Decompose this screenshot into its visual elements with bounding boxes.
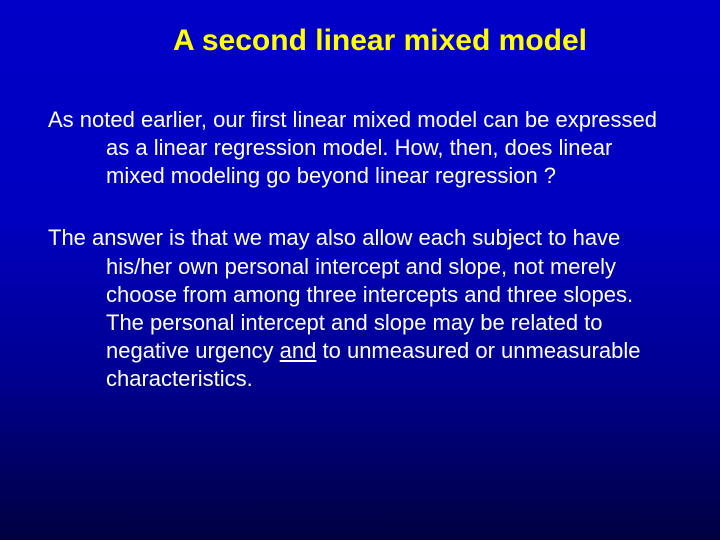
- slide: A second linear mixed model As noted ear…: [0, 0, 720, 540]
- slide-title: A second linear mixed model: [48, 24, 672, 58]
- paragraph-2: The answer is that we may also allow eac…: [48, 224, 672, 393]
- paragraph-1: As noted earlier, our first linear mixed…: [48, 106, 672, 190]
